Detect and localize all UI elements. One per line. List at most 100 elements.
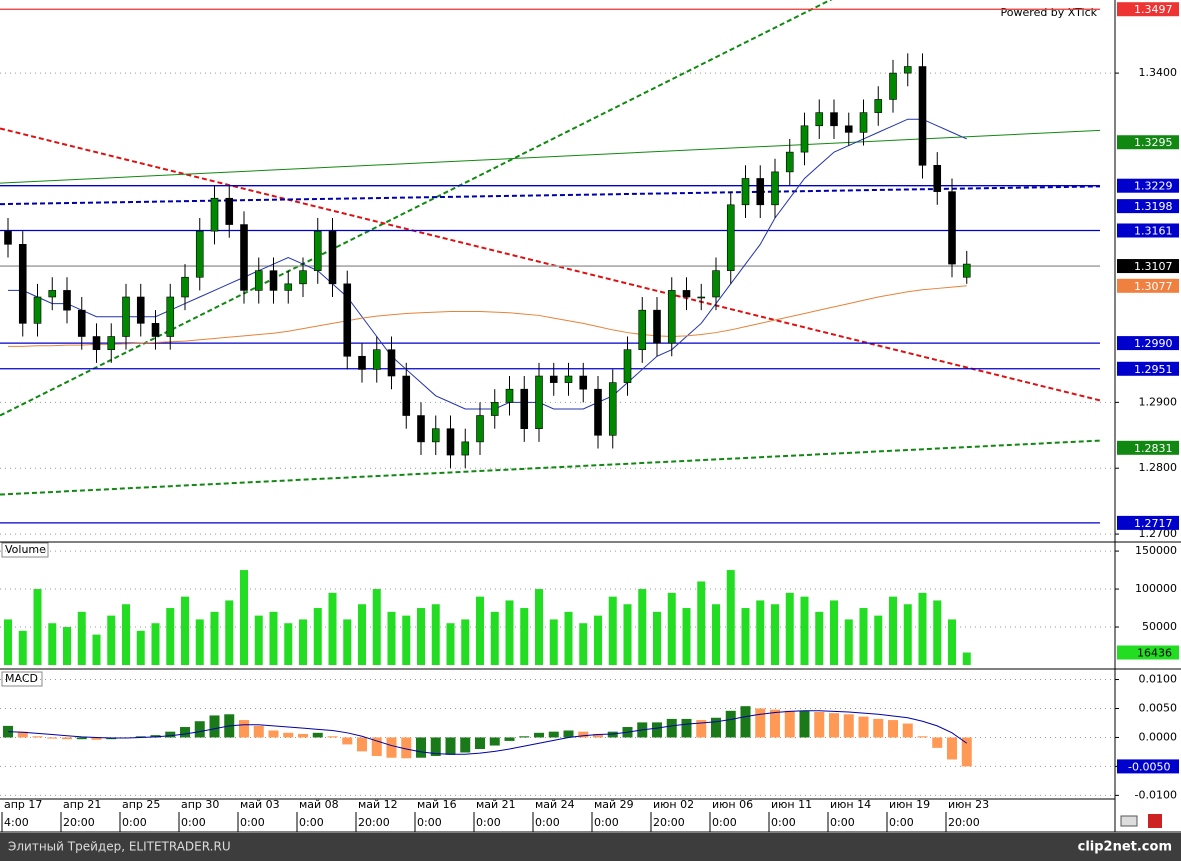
volume-bar [918,592,927,665]
macd-bar [32,736,43,738]
candle-body [225,197,234,225]
macd-bar [755,708,766,738]
macd-bar [76,737,87,740]
current-value-box [1117,759,1179,774]
level-label: 1.2831 [1134,442,1173,455]
volume-bar [667,592,676,665]
x-time-label: 0:00 [299,816,324,829]
level-label-box [1117,336,1179,351]
y-tick-label: -0.0100 [1135,788,1177,801]
volume-bar [254,615,263,665]
x-time-label: 0:00 [535,816,560,829]
candle-body [210,197,219,232]
candle-body [579,375,588,390]
trendline [0,127,1101,402]
x-time-label: 0:00 [181,816,206,829]
volume-bar [122,604,130,665]
volume-bar [535,589,543,665]
candle-body [830,112,838,127]
x-time-label: 0:00 [712,816,737,829]
level-label-box [1117,199,1179,214]
x-time-label: 0:00 [594,816,619,829]
candle-body [741,178,750,206]
macd-bar [932,737,943,748]
level-label-box [1117,223,1179,238]
candle-body [785,151,794,173]
candle-body [800,125,809,153]
macd-bar [563,730,574,738]
x-date-label: май 03 [240,798,280,811]
x-time-label: 20:00 [358,816,390,829]
candle-body [63,290,71,311]
watermark: Powered by XTick [1001,6,1098,19]
x-date-label: май 21 [476,798,516,811]
macd-bar [342,737,353,745]
volume-bar [948,619,956,665]
footer-text: Элитный Трейдер, ELITETRADER.RU [8,840,231,854]
x-time-label: 0:00 [771,816,796,829]
macd-bar [814,711,825,738]
candle-body [4,230,12,245]
macd-bar [947,737,957,760]
macd-bar [843,714,854,738]
volume-bar [623,604,632,665]
volume-bar [417,608,425,665]
level-label-box [1117,135,1179,150]
macd-bar [475,737,485,750]
macd-bar [401,737,412,759]
moving-average [8,285,967,347]
macd-bar [180,727,190,738]
icon-button[interactable] [1148,814,1162,828]
macd-bar [696,720,707,738]
macd-bar [62,737,72,740]
x-time-label: 20:00 [63,816,95,829]
macd-bar [961,737,972,767]
macd-bar [681,718,692,738]
x-date-label: апр 30 [181,798,219,811]
candle-body [77,309,86,337]
macd-bar [784,710,795,738]
candle-body [505,388,514,403]
candle-body [667,290,676,344]
macd-bar [298,733,308,738]
candle-body [254,270,263,291]
x-date-label: май 16 [417,798,457,811]
macd-bar [666,718,677,738]
level-label-box [1117,259,1179,274]
x-date-label: май 12 [358,798,398,811]
volume-bar [328,592,337,665]
candle-body [889,72,897,100]
x-time-label: 0:00 [240,816,265,829]
candle-body [269,270,278,291]
volume-bar [33,589,42,665]
macd-bar [47,737,58,739]
macd-bar [135,736,146,738]
volume-bar [313,608,322,665]
level-label-box [1117,278,1179,293]
volume-bar [343,619,352,665]
candle-body [682,290,691,298]
volume-bar [859,608,868,665]
macd-bar [194,721,205,738]
macd-bar [534,732,544,738]
macd-bar [460,737,471,753]
volume-bar [874,615,883,665]
current-value-box [1117,645,1179,660]
footer-logo: clip2net.com [1078,840,1172,855]
volume-bar [815,611,824,665]
pane-label-box [1,671,43,687]
x-time-label: 20:00 [948,816,980,829]
volume-bar [4,619,12,665]
volume-bar [48,623,57,665]
volume-bar [889,596,897,665]
macd-bar [283,732,294,738]
volume-bar [756,600,765,665]
macd-bar [711,717,721,738]
icon-button[interactable] [1120,815,1138,827]
volume-bar [225,600,234,665]
volume-bar [446,623,455,665]
candle-body [151,323,160,337]
candle-body [697,296,706,299]
x-date-label: май 08 [299,798,339,811]
x-date-label: май 29 [594,798,634,811]
